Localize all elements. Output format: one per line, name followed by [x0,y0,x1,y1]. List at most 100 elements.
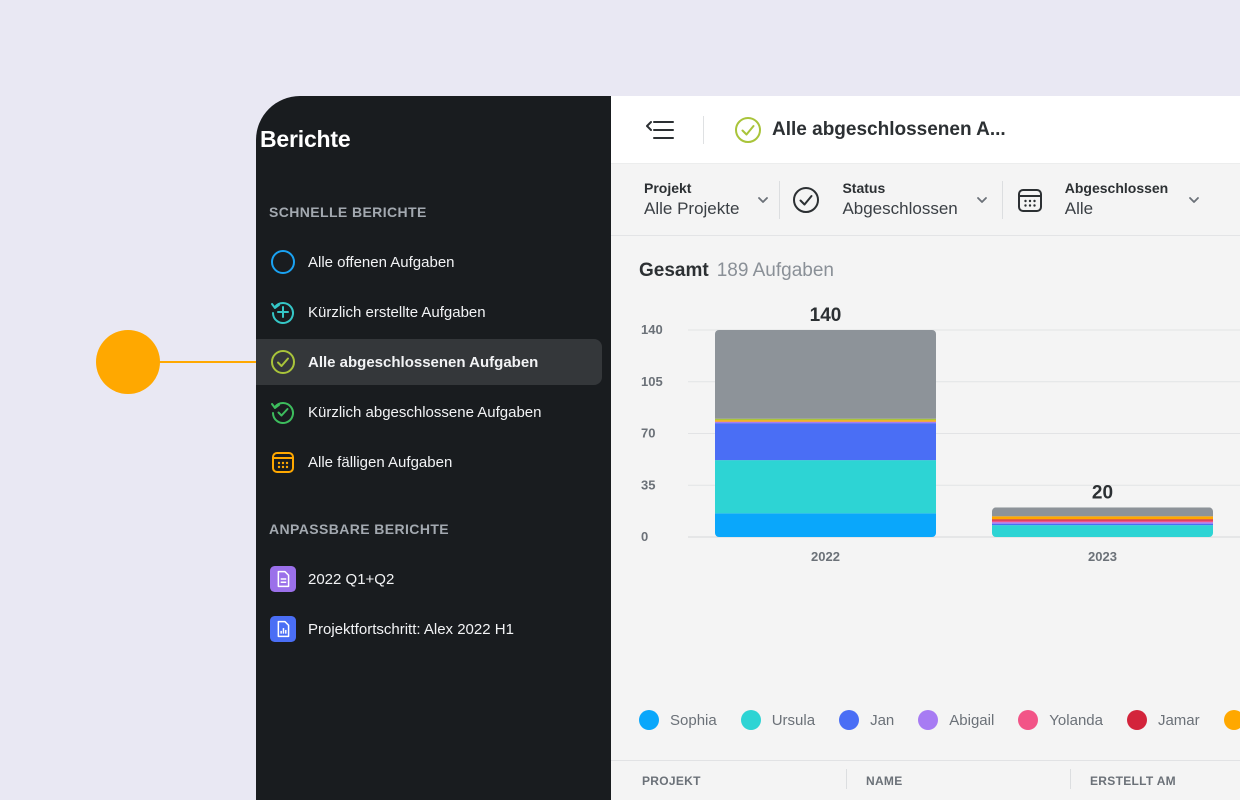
filter-label: Projekt [644,180,692,196]
app-window: Berichte SCHNELLE BERICHTE Alle offenen … [256,96,1240,800]
column-divider [846,769,847,789]
total-label: Gesamt [639,260,709,281]
legend-swatch [740,710,761,730]
report-main: Alle abgeschlossenen A... Projekt Alle P… [611,96,1240,800]
bar-segment [992,507,1213,517]
filter-label: Abgeschlossen [1064,180,1169,196]
total-count: 189 Aufgaben [716,260,834,281]
legend-item[interactable]: Yolanda [1018,710,1103,730]
stacked-bar-chart: 0 35 70 105 140 140 2022 20 2023 [641,306,1240,564]
filter-project[interactable]: Projekt Alle Projekte [644,164,769,235]
bar-stack-2022 [715,330,936,537]
column-header-project[interactable]: PROJEKT [642,774,701,788]
divider [1001,180,1003,219]
legend-item[interactable]: Sophia [639,710,717,730]
legend-label: Abigail [949,711,995,729]
sidebar-item-recent-created[interactable]: Kürzlich erstellte Aufgaben [256,289,602,335]
legend-label: Yolanda [1049,711,1103,729]
recent-check-icon [270,399,296,425]
bar-segment-sophia [715,513,936,537]
bar-segment-ursula [715,460,936,514]
total-summary: Gesamt 189 Aufgaben [639,260,834,282]
check-circle-icon [734,116,762,144]
legend-swatch [1126,710,1147,730]
filter-value: Alle Projekte [644,199,740,218]
sidebar-item-report-alex-h1[interactable]: Projektfortschritt: Alex 2022 H1 [256,606,602,652]
chart-legend: Sophia Ursula Jan Abigail Yolanda Jamar [639,710,1240,730]
x-tick-label: 2022 [811,549,840,564]
check-circle-icon [793,186,820,213]
bar-segment-jamar [992,519,1213,521]
sidebar-item-open-tasks[interactable]: Alle offenen Aufgaben [256,239,602,285]
chart-document-icon [270,616,296,642]
open-circle-icon [270,249,296,275]
table-header: PROJEKT NAME ERSTELLT AM [611,760,1240,800]
document-icon [270,566,296,592]
filter-status[interactable]: Status Abgeschlossen [792,164,987,235]
sidebar-item-all-completed[interactable]: Alle abgeschlossenen Aufgaben [256,339,602,385]
sidebar-item-recent-completed[interactable]: Kürzlich abgeschlossene Aufgaben [256,389,602,435]
custom-reports-heading: ANPASSBARE BERICHTE [269,521,450,537]
filter-value: Alle [1064,199,1094,218]
bar-stack-2023 [992,507,1213,537]
chevron-down-icon [976,196,987,203]
quick-reports-heading: SCHNELLE BERICHTE [269,204,427,220]
legend-label: Sophia [670,711,717,729]
page-title: Alle abgeschlossenen A... [772,118,1006,140]
bar-segment [715,330,936,419]
legend-label: Ursula [771,711,816,729]
filter-value: Abgeschlossen [842,199,958,218]
bar-total-label: 20 [1092,482,1113,503]
collapse-menu-button[interactable] [645,115,675,145]
legend-item[interactable]: Jamar [1126,710,1200,730]
bar-segment [715,418,936,421]
y-tick-label: 0 [641,529,648,544]
legend-item[interactable]: Ursula [740,710,816,730]
legend-swatch [1018,710,1039,730]
bar-segment-jan [715,423,936,461]
legend-swatch [1223,710,1240,730]
sidebar-item-label: Kürzlich erstellte Aufgaben [308,303,486,321]
column-header-created[interactable]: ERSTELLT AM [1090,774,1176,788]
divider [779,180,781,219]
bar-segment-jan [992,523,1213,526]
sidebar-title: Berichte [260,126,351,152]
chevron-down-icon [758,196,769,203]
column-header-name[interactable]: NAME [866,774,903,788]
sidebar-item-label: Alle fälligen Aufgaben [308,453,453,471]
bar-segment-yolanda [992,520,1213,523]
sidebar-item-due-tasks[interactable]: Alle fälligen Aufgaben [256,439,602,485]
callout-line [158,361,260,363]
chevron-down-icon [1189,196,1200,203]
sidebar-item-label: Alle abgeschlossenen Aufgaben [308,353,539,371]
calendar-icon [270,449,296,475]
legend-swatch [839,710,860,730]
filter-bar: Projekt Alle Projekte Status Abgeschloss… [611,164,1240,236]
check-circle-icon [270,349,296,375]
calendar-icon [1017,188,1042,212]
legend-item[interactable]: Jan [839,710,894,730]
filter-completed-date[interactable]: Abgeschlossen Alle [1017,164,1200,235]
recent-add-icon [270,299,296,325]
menu-collapse-icon [646,120,674,139]
bar-segment [992,516,1213,520]
bar-segment [715,420,936,422]
sidebar-item-label: Projektfortschritt: Alex 2022 H1 [308,620,514,638]
top-bar: Alle abgeschlossenen A... [611,96,1240,164]
filter-label: Status [842,180,886,196]
y-tick-label: 35 [641,477,655,492]
legend-item[interactable]: Abigail [918,710,994,730]
legend-item[interactable] [1223,710,1240,730]
sidebar-item-report-2022-q1q2[interactable]: 2022 Q1+Q2 [256,556,602,602]
sidebar-item-label: Kürzlich abgeschlossene Aufgaben [308,403,542,421]
y-tick-label: 70 [641,426,655,441]
column-divider [1070,769,1071,789]
legend-swatch [639,710,659,730]
divider [703,115,704,144]
callout-marker [96,330,160,394]
sidebar: Berichte SCHNELLE BERICHTE Alle offenen … [256,96,611,800]
y-tick-label: 105 [641,374,663,389]
legend-swatch [918,710,939,730]
bar-total-label: 140 [810,306,842,326]
y-tick-label: 140 [641,322,663,337]
